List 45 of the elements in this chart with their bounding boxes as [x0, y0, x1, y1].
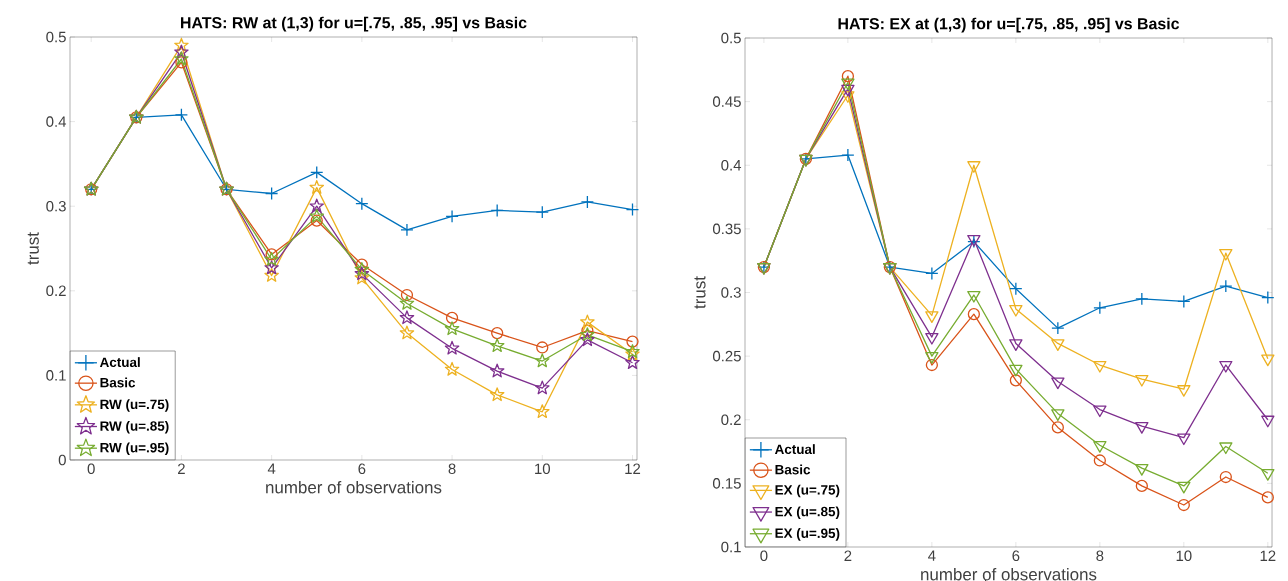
chart-title: HATS: RW at (1,3) for u=[.75, .85, .95] vs Basic — [181, 16, 527, 32]
y-tick-label: 0.1 — [721, 541, 741, 553]
y-tick-label: 0.2 — [721, 414, 741, 426]
x-tick-label: 6 — [1012, 550, 1020, 562]
x-axis-title: number of observations — [921, 567, 1097, 581]
x-tick-label: 12 — [625, 463, 641, 474]
legend-label: Basic — [775, 464, 811, 475]
x-tick-label: 10 — [535, 463, 550, 475]
x-tick-label: 6 — [358, 463, 366, 475]
y-tick-label: 0.25 — [712, 350, 741, 362]
y-tick-label: 0.35 — [712, 223, 741, 235]
x-tick-label: 4 — [928, 550, 936, 561]
legend-label: RW (u=.85) — [100, 420, 169, 434]
legend-label: RW (u=.75) — [100, 399, 169, 412]
y-tick-label: 0.15 — [712, 478, 741, 489]
legend-label: Basic — [100, 377, 136, 388]
x-tick-label: 4 — [267, 463, 276, 474]
y-tick-label: 0.3 — [721, 287, 741, 298]
x-tick-label: 0 — [760, 550, 768, 562]
x-tick-label: 12 — [1260, 550, 1276, 561]
x-axis-title: number of observations — [266, 480, 442, 494]
x-tick-label: 8 — [448, 463, 456, 475]
y-axis-title: trust — [694, 276, 706, 309]
y-tick-label: 0 — [58, 454, 66, 466]
legend-label: EX (u=.85) — [775, 506, 840, 519]
y-tick-label: 0.5 — [721, 32, 741, 44]
y-tick-label: 0.1 — [46, 370, 66, 381]
y-axis-title: trust — [27, 232, 39, 265]
y-tick-label: 0.5 — [46, 31, 66, 43]
legend-label: RW (u=.95) — [100, 442, 169, 456]
legend-label: EX (u=.95) — [775, 528, 840, 541]
x-tick-label: 2 — [178, 463, 185, 474]
x-tick-label: 8 — [1096, 550, 1104, 562]
y-tick-label: 0.3 — [46, 200, 66, 212]
legend-label: Actual — [774, 444, 815, 455]
x-tick-label: 10 — [1176, 550, 1192, 562]
y-tick-label: 0.45 — [712, 96, 741, 107]
y-tick-label: 0.4 — [46, 116, 67, 127]
x-tick-label: 2 — [844, 550, 852, 561]
y-tick-label: 0.4 — [721, 159, 742, 171]
y-tick-label: 0.2 — [46, 285, 66, 297]
legend-label: EX (u=.75) — [775, 484, 840, 498]
x-tick-label: 0 — [87, 463, 95, 475]
chart-title: HATS: EX at (1,3) for u=[.75, .85, .95] vs Basic — [838, 17, 1180, 33]
legend-label: Actual — [99, 357, 140, 368]
